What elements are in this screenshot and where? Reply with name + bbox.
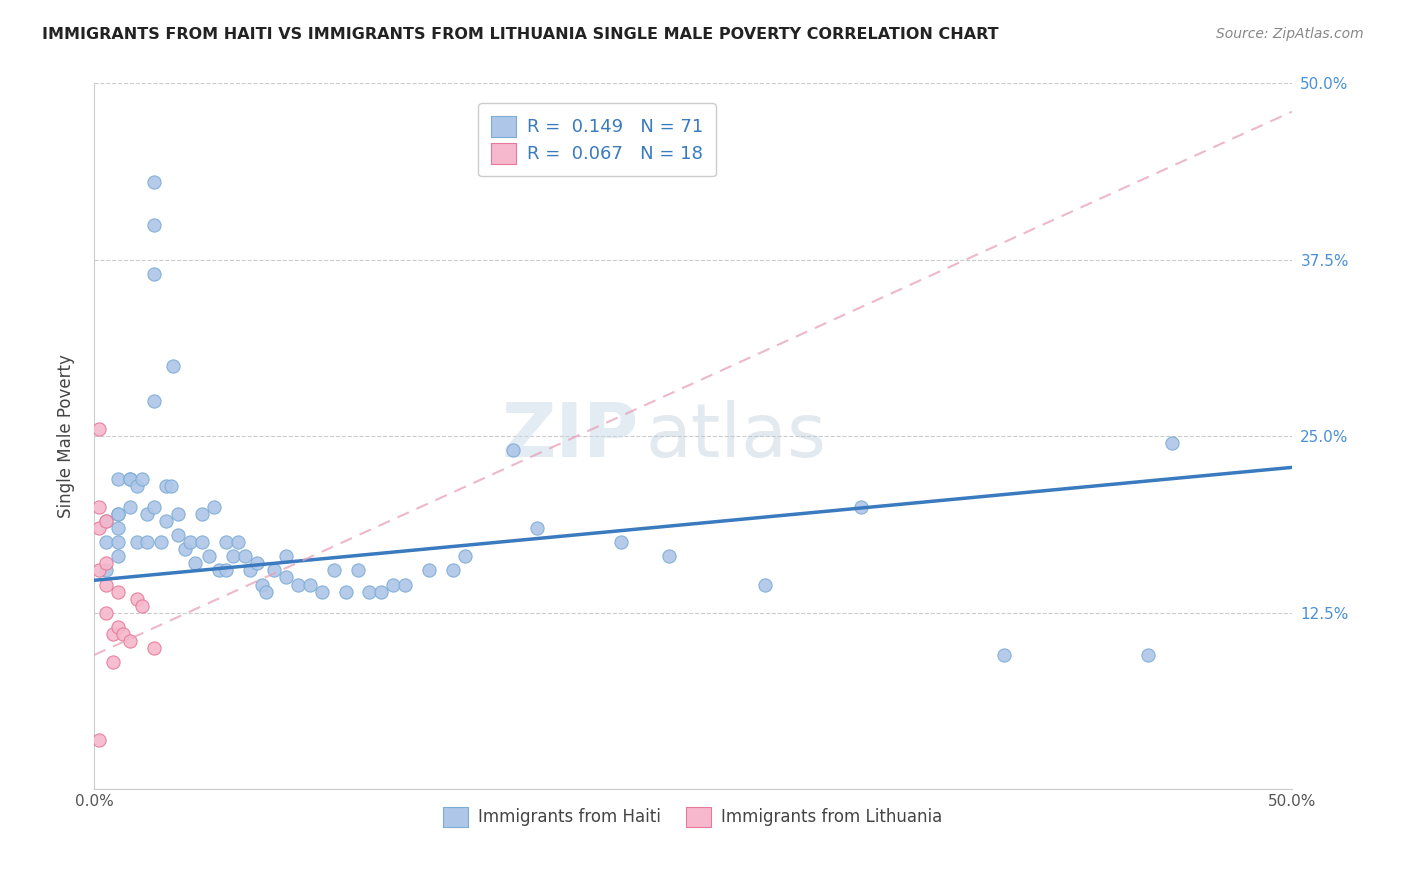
Point	[159, 479, 181, 493]
Point	[107, 521, 129, 535]
Point	[174, 542, 197, 557]
Text: Source: ZipAtlas.com: Source: ZipAtlas.com	[1216, 27, 1364, 41]
Point	[298, 577, 321, 591]
Point	[849, 500, 872, 514]
Point	[107, 549, 129, 564]
Point	[142, 175, 165, 189]
Point	[118, 472, 141, 486]
Point	[107, 584, 129, 599]
Point	[94, 557, 117, 571]
Y-axis label: Single Male Poverty: Single Male Poverty	[58, 354, 75, 518]
Point	[150, 535, 173, 549]
Point	[118, 500, 141, 514]
Point	[394, 577, 416, 591]
Point	[359, 584, 381, 599]
Point	[135, 535, 157, 549]
Point	[246, 557, 269, 571]
Point	[202, 500, 225, 514]
Point	[274, 570, 297, 584]
Point	[135, 507, 157, 521]
Point	[94, 514, 117, 528]
Point	[107, 535, 129, 549]
Point	[418, 563, 440, 577]
Point	[107, 472, 129, 486]
Point	[118, 634, 141, 648]
Point	[190, 535, 212, 549]
Point	[142, 394, 165, 409]
Text: ZIP: ZIP	[502, 400, 640, 473]
Point	[610, 535, 633, 549]
Point	[993, 648, 1015, 662]
Point	[125, 479, 148, 493]
Point	[226, 535, 249, 549]
Point	[107, 507, 129, 521]
Point	[215, 563, 238, 577]
Point	[118, 472, 141, 486]
Point	[111, 627, 134, 641]
Point	[142, 500, 165, 514]
Point	[233, 549, 256, 564]
Point	[322, 563, 344, 577]
Point	[166, 507, 188, 521]
Point	[441, 563, 464, 577]
Point	[94, 563, 117, 577]
Point	[190, 507, 212, 521]
Point	[274, 549, 297, 564]
Point	[142, 218, 165, 232]
Point	[263, 563, 285, 577]
Point	[207, 563, 229, 577]
Point	[370, 584, 392, 599]
Point	[658, 549, 681, 564]
Point	[125, 591, 148, 606]
Point	[502, 443, 524, 458]
Point	[107, 507, 129, 521]
Point	[454, 549, 477, 564]
Point	[125, 535, 148, 549]
Point	[215, 535, 238, 549]
Point	[166, 528, 188, 542]
Point	[222, 549, 245, 564]
Legend: Immigrants from Haiti, Immigrants from Lithuania: Immigrants from Haiti, Immigrants from L…	[437, 800, 949, 834]
Point	[131, 472, 153, 486]
Point	[155, 514, 177, 528]
Point	[94, 606, 117, 620]
Point	[526, 521, 548, 535]
Point	[382, 577, 405, 591]
Point	[94, 535, 117, 549]
Point	[155, 479, 177, 493]
Point	[87, 732, 110, 747]
Point	[754, 577, 776, 591]
Point	[131, 599, 153, 613]
Point	[107, 620, 129, 634]
Point	[142, 267, 165, 281]
Point	[1161, 436, 1184, 450]
Point	[101, 627, 124, 641]
Point	[311, 584, 333, 599]
Point	[94, 577, 117, 591]
Point	[198, 549, 221, 564]
Point	[335, 584, 357, 599]
Point	[1137, 648, 1160, 662]
Point	[162, 359, 184, 373]
Point	[87, 521, 110, 535]
Point	[87, 563, 110, 577]
Point	[87, 500, 110, 514]
Point	[87, 422, 110, 436]
Point	[346, 563, 368, 577]
Point	[287, 577, 309, 591]
Text: atlas: atlas	[645, 400, 827, 473]
Point	[94, 514, 117, 528]
Point	[142, 641, 165, 656]
Point	[183, 557, 205, 571]
Point	[256, 584, 278, 599]
Point	[179, 535, 201, 549]
Point	[101, 655, 124, 669]
Point	[239, 563, 262, 577]
Point	[250, 577, 273, 591]
Text: IMMIGRANTS FROM HAITI VS IMMIGRANTS FROM LITHUANIA SINGLE MALE POVERTY CORRELATI: IMMIGRANTS FROM HAITI VS IMMIGRANTS FROM…	[42, 27, 998, 42]
